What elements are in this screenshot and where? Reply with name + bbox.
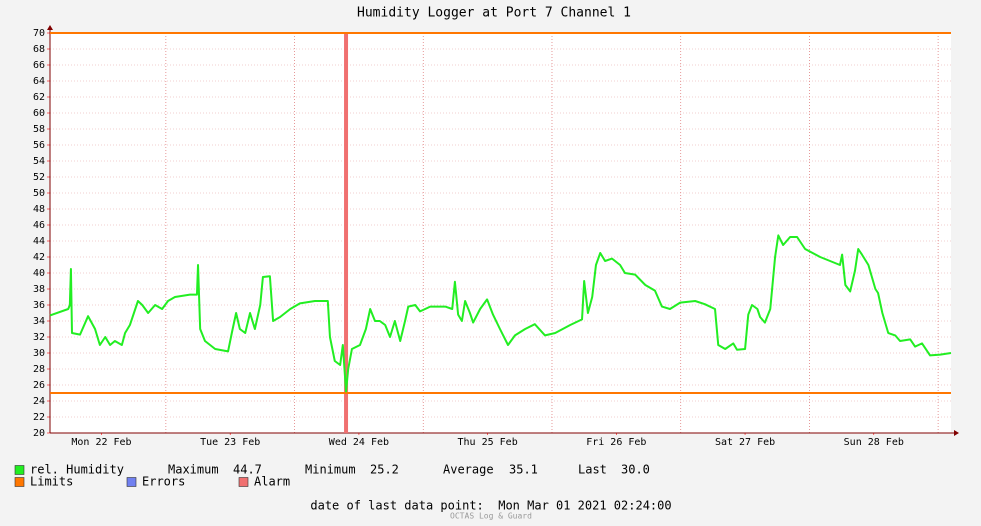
stat-name: Average bbox=[443, 463, 494, 477]
x-tick-label: Wed 24 Feb bbox=[329, 437, 389, 448]
y-axis-arrow bbox=[47, 25, 53, 30]
y-tick-label: 36 bbox=[33, 300, 45, 311]
y-tick-label: 56 bbox=[33, 140, 45, 151]
chart-title: Humidity Logger at Port 7 Channel 1 bbox=[357, 6, 631, 21]
x-tick-label: Sun 28 Feb bbox=[844, 437, 904, 448]
stat-value: 35.1 bbox=[509, 463, 538, 477]
y-tick-label: 60 bbox=[33, 108, 45, 119]
y-tick-label: 26 bbox=[33, 380, 45, 391]
y-tick-label: 52 bbox=[33, 172, 45, 183]
x-tick-label: Tue 23 Feb bbox=[200, 437, 260, 448]
stat-name: Maximum bbox=[168, 463, 219, 477]
y-tick-label: 42 bbox=[33, 252, 45, 263]
y-tick-label: 64 bbox=[33, 76, 45, 87]
y-tick-label: 34 bbox=[33, 316, 45, 327]
legend-label: Limits bbox=[30, 475, 73, 489]
y-tick-label: 54 bbox=[33, 156, 45, 167]
legend-swatch bbox=[126, 477, 137, 487]
y-tick-label: 32 bbox=[33, 332, 45, 343]
legend-label: Errors bbox=[142, 475, 185, 489]
footer: date of last data point: Mon Mar 01 2021… bbox=[310, 499, 671, 513]
x-axis-arrow bbox=[954, 430, 959, 436]
alarm-band bbox=[344, 33, 349, 433]
data-line bbox=[49, 234, 952, 393]
y-tick-label: 38 bbox=[33, 284, 45, 295]
legend-swatch bbox=[14, 477, 25, 487]
x-tick-label: Mon 22 Feb bbox=[71, 437, 131, 448]
y-tick-label: 30 bbox=[33, 348, 45, 359]
y-tick-label: 46 bbox=[33, 220, 45, 231]
y-tick-label: 22 bbox=[33, 412, 45, 423]
x-tick-label: Sat 27 Feb bbox=[715, 437, 775, 448]
stat-value: 25.2 bbox=[370, 463, 399, 477]
stat-name: Last bbox=[578, 463, 607, 477]
y-tick-label: 48 bbox=[33, 204, 45, 215]
y-tick-label: 20 bbox=[33, 428, 45, 439]
watermark: OCTAS Log & Guard bbox=[450, 512, 532, 521]
y-tick-label: 68 bbox=[33, 44, 45, 55]
stat-name: Minimum bbox=[305, 463, 356, 477]
y-tick-label: 40 bbox=[33, 268, 45, 279]
y-tick-label: 50 bbox=[33, 188, 45, 199]
legend-swatch bbox=[238, 477, 249, 487]
y-tick-label: 58 bbox=[33, 124, 45, 135]
y-tick-label: 66 bbox=[33, 60, 45, 71]
x-tick-label: Fri 26 Feb bbox=[586, 437, 646, 448]
legend-swatch bbox=[14, 465, 25, 475]
y-tick-label: 70 bbox=[33, 28, 45, 39]
legend-label: Alarm bbox=[254, 475, 290, 489]
x-tick-label: Thu 25 Feb bbox=[458, 437, 518, 448]
stat-value: 30.0 bbox=[621, 463, 650, 477]
y-tick-label: 28 bbox=[33, 364, 45, 375]
plot-area bbox=[50, 33, 951, 433]
y-tick-label: 62 bbox=[33, 92, 45, 103]
stat-value: 44.7 bbox=[233, 463, 262, 477]
legend-label: rel. Humidity bbox=[30, 463, 124, 477]
y-tick-label: 44 bbox=[33, 236, 45, 247]
y-tick-label: 24 bbox=[33, 396, 45, 407]
